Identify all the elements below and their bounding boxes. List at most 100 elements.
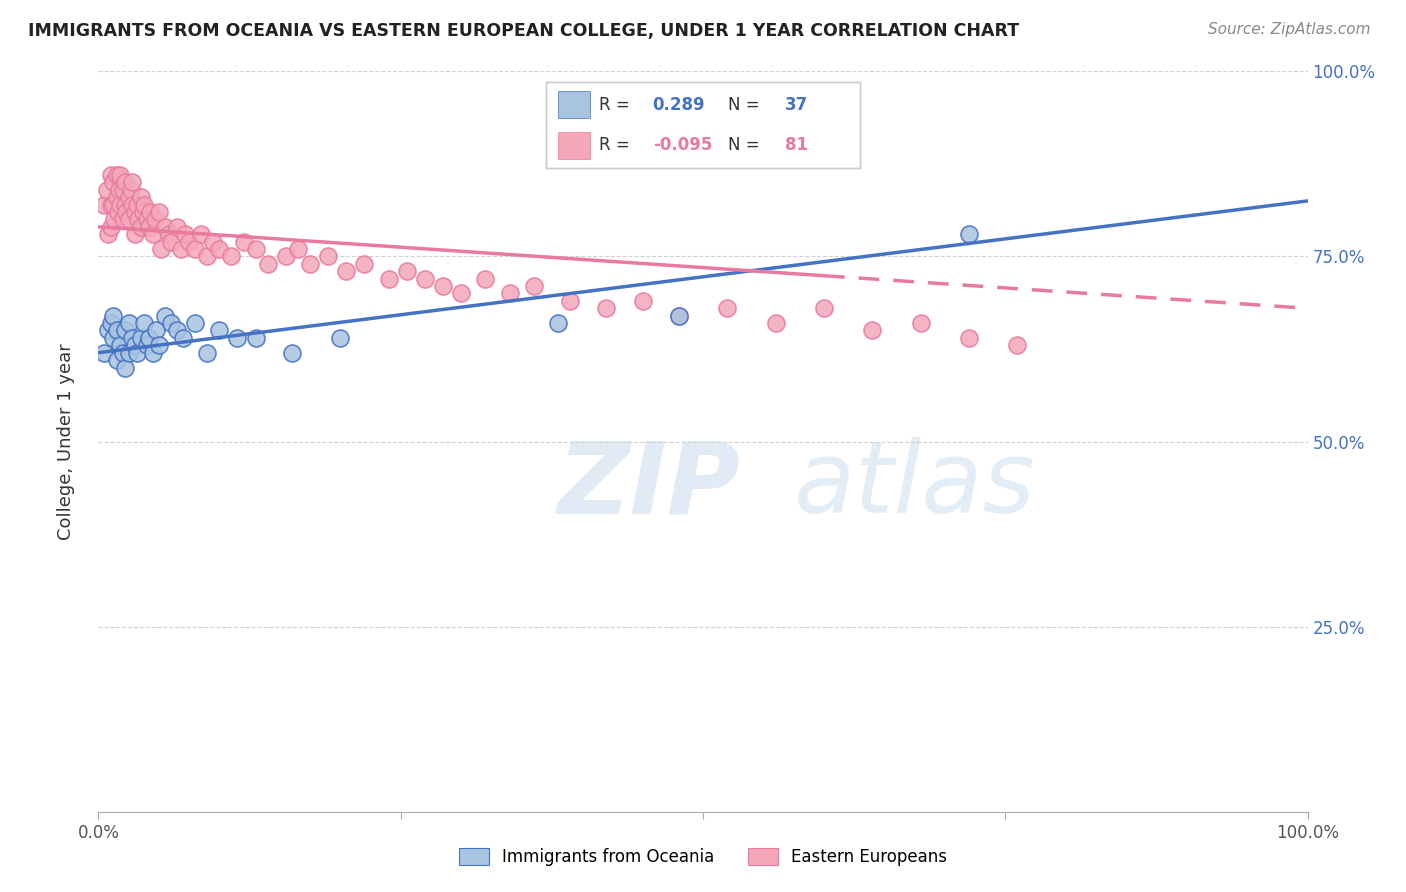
Point bbox=[135, 338, 157, 352]
Point bbox=[114, 175, 136, 190]
Point bbox=[127, 345, 149, 359]
Point bbox=[335, 264, 357, 278]
Point bbox=[716, 301, 738, 316]
Point bbox=[153, 309, 176, 323]
Point bbox=[101, 197, 124, 211]
Point bbox=[281, 345, 304, 359]
Point bbox=[287, 242, 309, 256]
Point bbox=[93, 197, 115, 211]
Point bbox=[127, 212, 149, 227]
Point bbox=[195, 250, 218, 264]
Point bbox=[132, 205, 155, 219]
Point bbox=[558, 293, 581, 308]
Point bbox=[129, 190, 152, 204]
Point bbox=[111, 183, 134, 197]
Point bbox=[245, 242, 267, 256]
Point bbox=[111, 345, 134, 359]
Point bbox=[299, 257, 322, 271]
Point bbox=[129, 219, 152, 234]
Point bbox=[413, 271, 436, 285]
Point bbox=[97, 324, 120, 338]
Point bbox=[595, 301, 617, 316]
Point bbox=[145, 324, 167, 338]
Point bbox=[101, 175, 124, 190]
Point bbox=[668, 309, 690, 323]
Point bbox=[160, 235, 183, 249]
Point bbox=[860, 324, 883, 338]
Point bbox=[148, 205, 170, 219]
Point bbox=[101, 309, 124, 323]
Point bbox=[226, 331, 249, 345]
Point bbox=[190, 227, 212, 242]
Point bbox=[232, 235, 254, 249]
Point bbox=[105, 324, 128, 338]
Point bbox=[100, 168, 122, 182]
Text: atlas: atlas bbox=[793, 437, 1035, 534]
Point bbox=[174, 227, 197, 242]
Point bbox=[121, 331, 143, 345]
Point bbox=[274, 250, 297, 264]
Point bbox=[157, 227, 180, 242]
Point bbox=[910, 316, 932, 330]
Point bbox=[100, 316, 122, 330]
Point bbox=[202, 235, 225, 249]
Point bbox=[498, 286, 520, 301]
Point bbox=[184, 242, 207, 256]
Point bbox=[329, 331, 352, 345]
Point bbox=[523, 279, 546, 293]
Point bbox=[124, 338, 146, 352]
Point bbox=[129, 331, 152, 345]
Point bbox=[316, 250, 339, 264]
Point bbox=[166, 324, 188, 338]
Point bbox=[108, 183, 131, 197]
Point bbox=[957, 227, 980, 242]
Point bbox=[172, 331, 194, 345]
Point bbox=[96, 183, 118, 197]
Point bbox=[668, 309, 690, 323]
Point bbox=[179, 235, 201, 249]
Point bbox=[184, 316, 207, 330]
Point bbox=[118, 212, 141, 227]
Text: ZIP: ZIP bbox=[558, 437, 741, 534]
Legend: Immigrants from Oceania, Eastern Europeans: Immigrants from Oceania, Eastern Europea… bbox=[450, 840, 956, 875]
Point bbox=[97, 227, 120, 242]
Point bbox=[143, 212, 166, 227]
Point bbox=[100, 219, 122, 234]
Point bbox=[195, 345, 218, 359]
Point bbox=[101, 331, 124, 345]
Point bbox=[150, 242, 173, 256]
Point bbox=[108, 168, 131, 182]
Point bbox=[377, 271, 399, 285]
Point bbox=[124, 205, 146, 219]
Point bbox=[115, 205, 138, 219]
Point bbox=[138, 219, 160, 234]
Point bbox=[245, 331, 267, 345]
Point bbox=[547, 316, 569, 330]
Point bbox=[148, 338, 170, 352]
Point bbox=[138, 331, 160, 345]
Point bbox=[118, 345, 141, 359]
Point bbox=[120, 183, 142, 197]
Point bbox=[395, 264, 418, 278]
Point bbox=[121, 197, 143, 211]
Point bbox=[114, 197, 136, 211]
Point bbox=[124, 227, 146, 242]
Point bbox=[166, 219, 188, 234]
Point bbox=[432, 279, 454, 293]
Point bbox=[957, 331, 980, 345]
Point bbox=[353, 257, 375, 271]
Point bbox=[139, 205, 162, 219]
Point bbox=[118, 190, 141, 204]
Point bbox=[1007, 338, 1029, 352]
Point bbox=[160, 316, 183, 330]
Point bbox=[118, 316, 141, 330]
Point bbox=[813, 301, 835, 316]
Point bbox=[121, 175, 143, 190]
Point bbox=[142, 227, 165, 242]
Point bbox=[108, 197, 131, 211]
Point bbox=[631, 293, 654, 308]
Point bbox=[134, 197, 156, 211]
Point bbox=[474, 271, 496, 285]
Point bbox=[114, 360, 136, 375]
Point bbox=[127, 197, 149, 211]
